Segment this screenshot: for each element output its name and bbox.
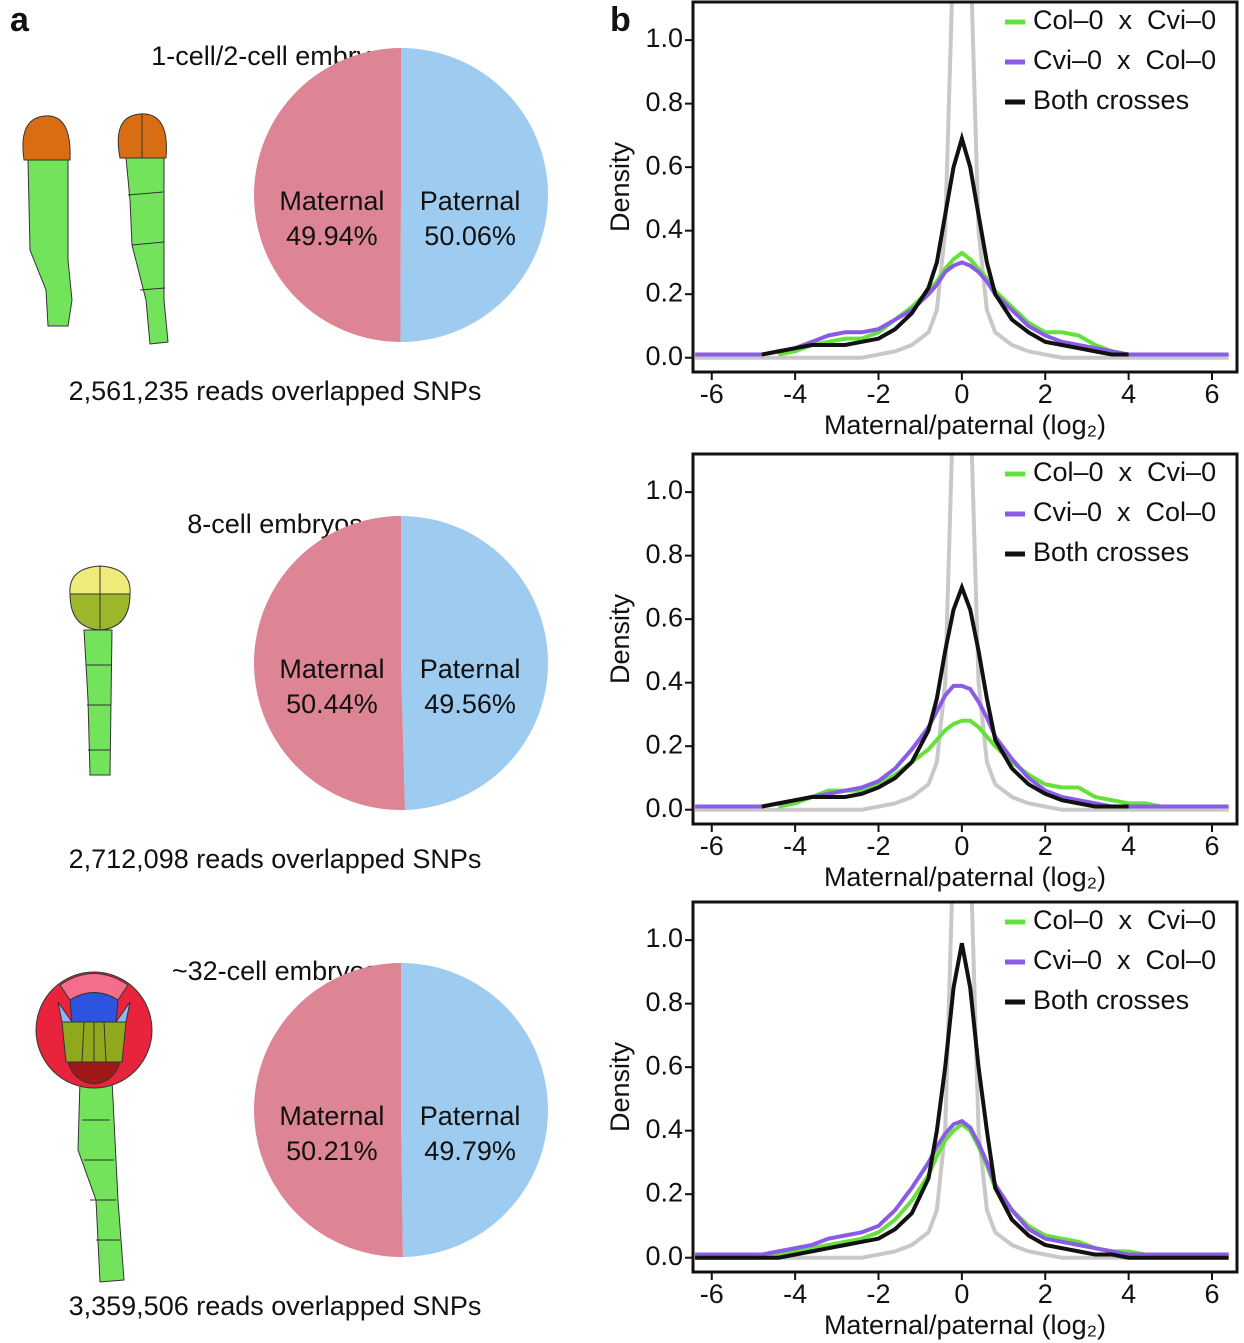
x-tick-label: 4 (1121, 1279, 1136, 1309)
pie-caption: 2,712,098 reads overlapped SNPs (69, 844, 482, 874)
x-tick-label: 0 (954, 1279, 969, 1309)
plot-frame (691, 452, 1239, 826)
y-tick-label: 0.0 (645, 341, 683, 371)
slice-value: 49.79% (424, 1136, 516, 1166)
pie-slice (400, 48, 548, 342)
x-tick-label: -4 (783, 1279, 807, 1309)
y-tick-label: 0.6 (645, 150, 683, 180)
x-tick-label: -4 (783, 379, 807, 409)
embryo-drawing (22, 113, 169, 345)
y-axis-label: Density (605, 593, 635, 684)
density-line (695, 260, 1229, 357)
panel-label: b (610, 1, 631, 39)
density-line (695, 942, 1229, 1260)
pie-slice (401, 516, 549, 810)
y-axis-label: Density (605, 141, 635, 232)
slice-label: Paternal (420, 654, 521, 684)
y-tick-label: 0.0 (645, 793, 683, 823)
legend-label: Both crosses (1033, 85, 1189, 115)
x-tick-label: 2 (1038, 379, 1053, 409)
y-tick-label: 0.8 (645, 539, 683, 569)
density-line (695, 683, 1229, 809)
x-tick-label: -2 (866, 831, 890, 861)
slice-label: Maternal (279, 654, 384, 684)
embryo-drawing (35, 971, 153, 1283)
plot-area (695, 902, 1229, 1260)
slice-label: Paternal (420, 1101, 521, 1131)
y-tick-label: 0.2 (645, 729, 683, 759)
legend-label: Cvi–0 x Col–0 (1033, 45, 1216, 75)
pie-caption: 2,561,235 reads overlapped SNPs (69, 376, 482, 406)
x-tick-label: -4 (783, 831, 807, 861)
plot-frame (691, 0, 1239, 374)
x-tick-label: 4 (1121, 831, 1136, 861)
pie-slice (253, 48, 401, 342)
density-line (761, 131, 1129, 357)
y-tick-label: 1.0 (645, 923, 683, 953)
slice-label: Paternal (420, 186, 521, 216)
legend-label: Col–0 x Cvi–0 (1033, 457, 1216, 487)
slice-value: 50.21% (286, 1136, 378, 1166)
x-axis-label: Maternal/paternal (log₂) (824, 410, 1106, 440)
y-axis-label: Density (605, 1041, 635, 1132)
slice-value: 49.94% (286, 221, 378, 251)
y-tick-label: 0.8 (645, 987, 683, 1017)
plot-area (695, 454, 1229, 812)
slice-label: Maternal (279, 1101, 384, 1131)
y-tick-label: 0.4 (645, 666, 683, 696)
x-tick-label: 2 (1038, 1279, 1053, 1309)
density-line (761, 581, 1129, 809)
x-tick-label: 2 (1038, 831, 1053, 861)
slice-value: 50.06% (424, 221, 516, 251)
x-tick-label: -6 (700, 379, 724, 409)
pie-slice (401, 963, 548, 1257)
pie-slice (253, 963, 403, 1258)
y-tick-label: 0.2 (645, 1177, 683, 1207)
density-line (695, 902, 1229, 1260)
y-tick-label: 0.6 (645, 1050, 683, 1080)
y-tick-label: 1.0 (645, 23, 683, 53)
x-axis-label: Maternal/paternal (log₂) (824, 862, 1106, 892)
x-tick-label: 6 (1204, 379, 1219, 409)
x-tick-label: -2 (866, 379, 890, 409)
y-tick-label: 0.4 (645, 214, 683, 244)
legend-label: Cvi–0 x Col–0 (1033, 945, 1216, 975)
density-line (778, 250, 1129, 357)
legend-label: Both crosses (1033, 537, 1189, 567)
panel-label: a (10, 1, 30, 39)
x-axis-label: Maternal/paternal (log₂) (824, 1310, 1106, 1340)
legend-label: Cvi–0 x Col–0 (1033, 497, 1216, 527)
x-tick-label: -6 (700, 831, 724, 861)
x-tick-label: 0 (954, 831, 969, 861)
plot-area (695, 2, 1229, 360)
pie-caption: 3,359,506 reads overlapped SNPs (69, 1291, 482, 1321)
plot-frame (691, 900, 1239, 1274)
x-tick-label: 6 (1204, 1279, 1219, 1309)
y-tick-label: 0.2 (645, 277, 683, 307)
x-tick-label: 4 (1121, 379, 1136, 409)
y-tick-label: 1.0 (645, 475, 683, 505)
y-tick-label: 0.6 (645, 602, 683, 632)
x-tick-label: 0 (954, 379, 969, 409)
x-tick-label: 6 (1204, 831, 1219, 861)
density-line (695, 2, 1229, 360)
legend-label: Col–0 x Cvi–0 (1033, 5, 1216, 35)
legend-label: Col–0 x Cvi–0 (1033, 905, 1216, 935)
x-tick-label: -6 (700, 1279, 724, 1309)
y-tick-label: 0.8 (645, 87, 683, 117)
x-tick-label: -2 (866, 1279, 890, 1309)
y-tick-label: 0.4 (645, 1114, 683, 1144)
slice-value: 49.56% (424, 689, 516, 719)
pie-slice (254, 516, 406, 810)
density-line (695, 1118, 1229, 1257)
legend-label: Both crosses (1033, 985, 1189, 1015)
slice-value: 50.44% (286, 689, 378, 719)
density-line (695, 454, 1229, 812)
density-line (695, 1121, 1229, 1260)
slice-label: Maternal (279, 186, 384, 216)
y-tick-label: 0.0 (645, 1241, 683, 1271)
embryo-drawing (69, 565, 131, 776)
